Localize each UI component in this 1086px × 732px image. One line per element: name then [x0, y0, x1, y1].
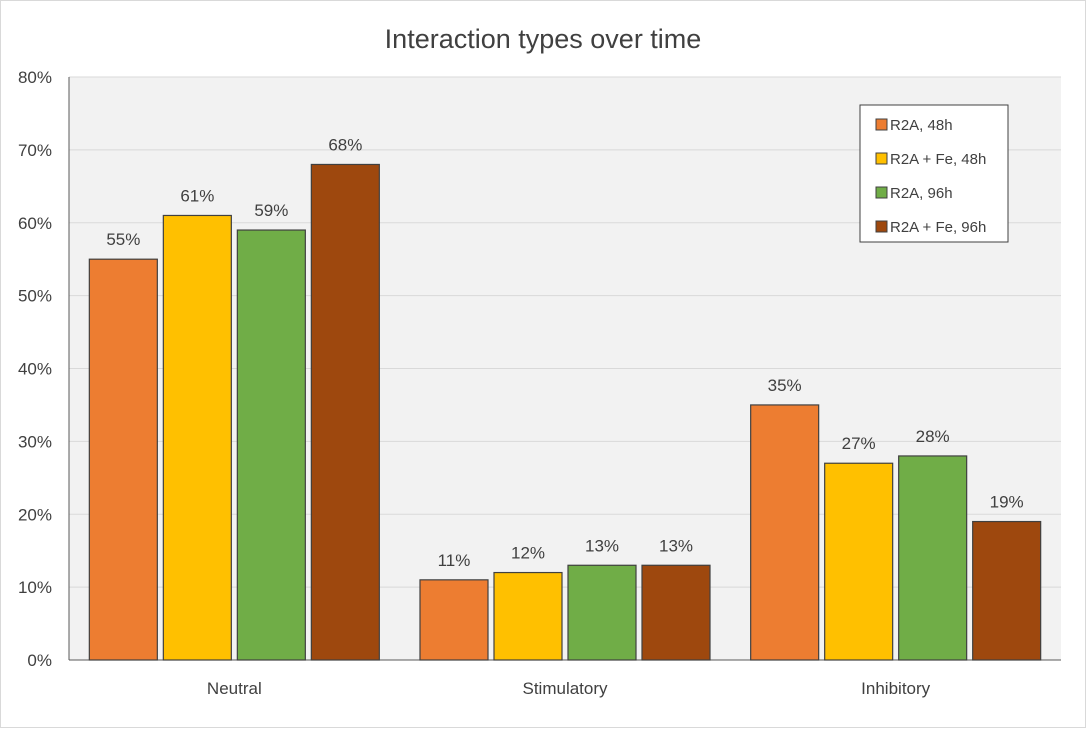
bars: [88, 163, 1042, 661]
legend-label: R2A, 96h: [890, 185, 953, 202]
legend-label: R2A + Fe, 96h: [890, 219, 986, 236]
bar: [310, 163, 380, 661]
data-label: 35%: [768, 376, 802, 395]
data-label: 27%: [842, 434, 876, 453]
data-label: 68%: [328, 135, 362, 154]
bar: [898, 455, 968, 661]
y-tick-label: 10%: [18, 578, 52, 597]
data-label: 28%: [916, 427, 950, 446]
y-tick-label: 0%: [27, 651, 52, 670]
data-label: 12%: [511, 544, 545, 563]
y-tick-label: 30%: [18, 432, 52, 451]
legend-swatch: [875, 186, 888, 199]
y-axis-ticks: 0% 10% 20% 30% 40% 50% 60% 70% 80%: [18, 68, 52, 670]
x-category-label: Inhibitory: [861, 679, 930, 698]
y-tick-label: 20%: [18, 505, 52, 524]
bar: [750, 404, 820, 661]
bar: [493, 571, 563, 661]
data-label: 55%: [106, 230, 140, 249]
bar: [236, 229, 306, 661]
chart-title: Interaction types over time: [385, 24, 702, 54]
bar: [641, 564, 711, 661]
data-label: 19%: [990, 493, 1024, 512]
x-category-label: Neutral: [207, 679, 262, 698]
data-label: 11%: [438, 551, 471, 570]
legend-swatch: [875, 118, 888, 131]
bar: [162, 214, 232, 661]
data-label: 13%: [585, 536, 619, 555]
bar: [419, 579, 489, 661]
legend-label: R2A, 48h: [890, 117, 953, 134]
y-tick-label: 40%: [18, 360, 52, 379]
data-label: 61%: [180, 186, 214, 205]
legend-swatch: [875, 220, 888, 233]
bar: [972, 520, 1042, 661]
data-label: 59%: [254, 201, 288, 220]
x-category-label: Stimulatory: [522, 679, 608, 698]
bar: [88, 258, 158, 661]
legend-swatch: [875, 152, 888, 165]
y-tick-label: 80%: [18, 68, 52, 87]
y-tick-label: 50%: [18, 287, 52, 306]
bar: [824, 462, 894, 661]
data-label: 13%: [659, 536, 693, 555]
y-tick-label: 70%: [18, 141, 52, 160]
data-labels: 55% 61% 59% 68% 11% 12% 13% 13% 35% 27% 28% 19%: [106, 135, 1023, 569]
legend-label: R2A + Fe, 48h: [890, 151, 986, 168]
bar: [567, 564, 637, 661]
x-axis-categories: Neutral Stimulatory Inhibitory: [207, 679, 931, 698]
legend: R2A, 48h R2A + Fe, 48h R2A, 96h R2A + Fe, 9…: [859, 104, 1009, 243]
y-tick-label: 60%: [18, 214, 52, 233]
